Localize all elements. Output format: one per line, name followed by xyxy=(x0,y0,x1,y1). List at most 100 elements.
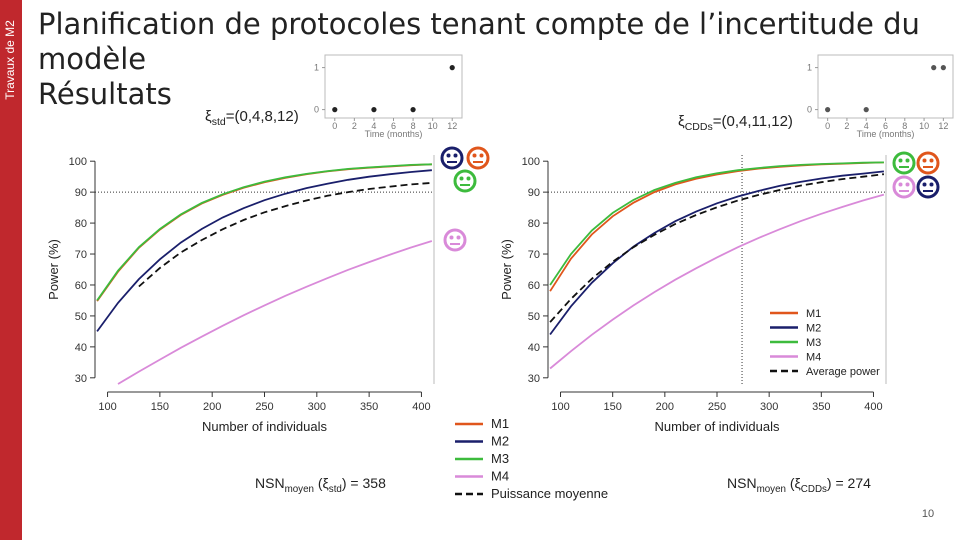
x-tick-label: 2 xyxy=(352,121,357,131)
text-part: ) = 274 xyxy=(827,475,871,491)
legend-label: Average power xyxy=(806,366,880,378)
x-tick-label: 6 xyxy=(391,121,396,131)
y-tick-label: 80 xyxy=(528,218,540,230)
y-tick-label: 90 xyxy=(528,187,540,199)
x-tick-label: 250 xyxy=(255,401,273,413)
face-icon xyxy=(916,151,940,175)
y-tick-label: 90 xyxy=(75,187,87,199)
y-tick-label: 100 xyxy=(522,156,540,168)
y-tick-label: 100 xyxy=(69,156,87,168)
slide-title: Planification de protocoles tenant compt… xyxy=(38,7,920,41)
y-tick-label: 50 xyxy=(528,311,540,323)
y-tick-label: 1 xyxy=(807,63,812,73)
point xyxy=(825,107,831,113)
x-tick-label: 400 xyxy=(864,401,882,413)
x-tick-label: 350 xyxy=(360,401,378,413)
subscript: moyen xyxy=(757,484,786,495)
text-part: (ξ xyxy=(314,475,329,491)
series-line xyxy=(96,163,432,301)
x-tick-label: 100 xyxy=(98,401,116,413)
legend-label: M3 xyxy=(491,451,509,466)
subscript: CDDs xyxy=(801,484,827,495)
y-tick-label: 70 xyxy=(75,249,87,261)
x-tick-label: 6 xyxy=(883,121,888,131)
y-tick-label: 30 xyxy=(528,373,540,385)
y-tick-label: 30 xyxy=(75,373,87,385)
x-tick-label: 2 xyxy=(844,121,849,131)
face-icon xyxy=(440,146,464,170)
nsn-annotation: NSNmoyen (ξCDDs) = 274 xyxy=(727,475,871,495)
x-tick-label: 12 xyxy=(447,121,457,131)
x-tick-label: 8 xyxy=(902,121,907,131)
text-part: ξ xyxy=(678,113,685,130)
y-tick-label: 0 xyxy=(314,105,319,115)
side-bar xyxy=(0,0,22,540)
legend-label: M4 xyxy=(491,469,509,484)
x-tick-label: 12 xyxy=(938,121,948,131)
point xyxy=(931,65,937,71)
series-line xyxy=(549,173,885,323)
plot-frame xyxy=(817,54,954,119)
x-axis-title: Time (months) xyxy=(857,129,915,139)
x-tick-label: 4 xyxy=(864,121,869,131)
legend-label: M4 xyxy=(806,352,821,364)
legend-label: Puissance moyenne xyxy=(491,486,608,501)
x-tick-label: 150 xyxy=(151,401,169,413)
x-tick-label: 10 xyxy=(428,121,438,131)
y-tick-label: 1 xyxy=(314,63,319,73)
legend-label: M1 xyxy=(806,308,821,320)
series-line xyxy=(549,161,884,286)
x-tick-label: 4 xyxy=(371,121,376,131)
x-tick-label: 0 xyxy=(825,121,830,131)
x-tick-label: 150 xyxy=(603,401,621,413)
page-number: 10 xyxy=(922,508,934,520)
point xyxy=(371,107,377,113)
point xyxy=(940,65,946,71)
plot-frame xyxy=(324,54,463,119)
y-tick-label: 60 xyxy=(528,280,540,292)
y-tick-label: 50 xyxy=(75,311,87,323)
face-icon xyxy=(453,169,477,193)
x-tick-label: 10 xyxy=(919,121,929,131)
x-tick-label: 300 xyxy=(760,401,778,413)
text-part: NSN xyxy=(255,475,285,491)
series-line xyxy=(117,240,433,385)
series-line xyxy=(138,182,432,288)
slide-title: Résultats xyxy=(38,77,172,111)
point xyxy=(449,65,455,71)
text-part: =(0,4,11,12) xyxy=(713,113,793,130)
series-line xyxy=(549,193,885,370)
side-label: Travaux de M2 xyxy=(3,20,17,100)
x-axis-title: Number of individuals xyxy=(654,419,780,434)
series-line xyxy=(96,169,432,332)
face-icon xyxy=(916,175,940,199)
x-tick-label: 200 xyxy=(203,401,221,413)
x-tick-label: 200 xyxy=(656,401,674,413)
series-line xyxy=(96,163,432,302)
point xyxy=(410,107,416,113)
x-tick-label: 300 xyxy=(308,401,326,413)
subscript: moyen xyxy=(285,484,314,495)
point xyxy=(863,107,869,113)
subscript: std xyxy=(329,484,342,495)
text-part: NSN xyxy=(727,475,757,491)
nsn-annotation: NSNmoyen (ξstd) = 358 xyxy=(255,475,386,495)
face-icon xyxy=(443,228,467,252)
text-part: ξ xyxy=(205,108,212,125)
x-tick-label: 350 xyxy=(812,401,830,413)
y-axis-title: Power (%) xyxy=(499,239,514,300)
x-tick-label: 8 xyxy=(411,121,416,131)
x-axis-title: Number of individuals xyxy=(202,419,328,434)
y-tick-label: 60 xyxy=(75,280,87,292)
y-axis-title: Power (%) xyxy=(46,239,61,300)
text-part: ) = 358 xyxy=(342,475,386,491)
legend-label: M2 xyxy=(806,323,821,335)
face-icon xyxy=(892,151,916,175)
legend-label: M2 xyxy=(491,434,509,449)
y-tick-label: 40 xyxy=(528,342,540,354)
x-tick-label: 250 xyxy=(708,401,726,413)
x-axis-title: Time (months) xyxy=(365,129,423,139)
x-tick-label: 400 xyxy=(412,401,430,413)
point xyxy=(332,107,338,113)
